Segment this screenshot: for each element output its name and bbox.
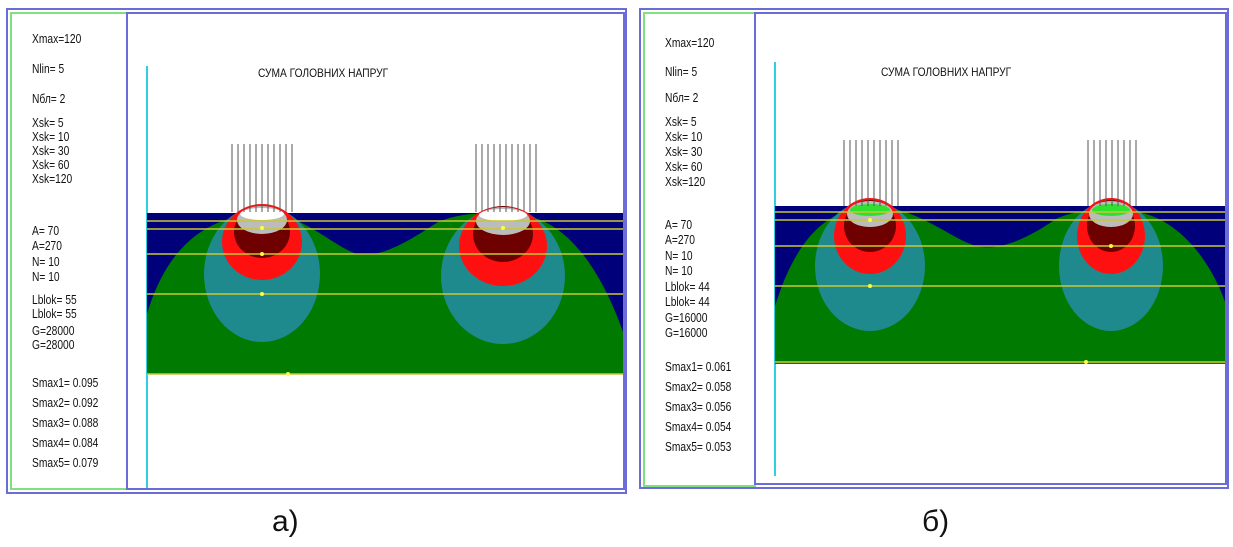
param-xsk-4: Xsk= 60 [32, 158, 70, 172]
param-g-2: G=16000 [665, 326, 708, 340]
parameters-panel-b: Xmax=120 Nlin= 5 Nбл= 2 Xsk= 5 Xsk= 10 X… [643, 12, 756, 487]
param-n-2: N= 10 [665, 264, 693, 278]
param-g-1: G=28000 [32, 324, 75, 338]
stress-field-a [146, 66, 623, 488]
stress-bulb-left [204, 204, 320, 342]
param-nbl: Nбл= 2 [665, 91, 699, 105]
load-arrows-right [475, 144, 537, 212]
param-xsk-2: Xsk= 10 [665, 130, 703, 144]
param-xsk-1: Xsk= 5 [665, 115, 697, 129]
param-smax-3: Smax3= 0.088 [32, 416, 99, 430]
param-lblok-1: Lblok= 44 [665, 280, 710, 294]
level-lines [775, 211, 1225, 363]
caption-b: б) [922, 505, 950, 538]
param-xsk-4: Xsk= 60 [665, 160, 703, 174]
plot-title-a: СУМА ГОЛОВНИХ НАПРУГ [258, 66, 389, 80]
param-xmax: Xmax=120 [32, 32, 82, 46]
param-nlin: Nlin= 5 [32, 62, 65, 76]
param-nlin: Nlin= 5 [665, 65, 698, 79]
param-xsk-1: Xsk= 5 [32, 116, 64, 130]
param-n-1: N= 10 [665, 249, 693, 263]
param-smax-2: Smax2= 0.092 [32, 396, 99, 410]
param-a-1: A= 70 [665, 218, 693, 232]
param-n-2: N= 10 [32, 270, 60, 284]
param-lblok-2: Lblok= 44 [665, 295, 710, 309]
param-smax-5: Smax5= 0.053 [665, 440, 732, 454]
param-smax-4: Smax4= 0.054 [665, 420, 732, 434]
param-xsk-3: Xsk= 30 [32, 144, 70, 158]
load-arrows-left [843, 140, 899, 206]
param-xsk-2: Xsk= 10 [32, 130, 70, 144]
load-arrows-right [1087, 140, 1137, 206]
param-smax-1: Smax1= 0.095 [32, 376, 99, 390]
param-lblok-2: Lblok= 55 [32, 307, 77, 321]
level-markers [868, 218, 1113, 364]
param-smax-5: Smax5= 0.079 [32, 456, 99, 470]
level-lines [147, 220, 623, 375]
param-xmax: Xmax=120 [665, 36, 715, 50]
param-xsk-5: Xsk=120 [32, 172, 73, 186]
param-a-2: A=270 [665, 233, 695, 247]
param-xsk-3: Xsk= 30 [665, 145, 703, 159]
panel-a: Xmax=120 Nlin= 5 Nбл= 2 Xsk= 5 Xsk= 10 X… [6, 8, 627, 494]
load-arrows-left [231, 144, 293, 212]
parameters-panel-a: Xmax=120 Nlin= 5 Nбл= 2 Xsk= 5 Xsk= 10 X… [10, 12, 128, 490]
param-smax-2: Smax2= 0.058 [665, 380, 732, 394]
param-smax-3: Smax3= 0.056 [665, 400, 732, 414]
param-smax-1: Smax1= 0.061 [665, 360, 732, 374]
plot-title-b: СУМА ГОЛОВНИХ НАПРУГ [881, 65, 1012, 79]
caption-a: а) [272, 505, 299, 538]
param-lblok-1: Lblok= 55 [32, 293, 77, 307]
param-xsk-5: Xsk=120 [665, 175, 706, 189]
plot-area-a: СУМА ГОЛОВНИХ НАПРУГ [126, 12, 625, 490]
param-n-1: N= 10 [32, 255, 60, 269]
param-a-2: A=270 [32, 239, 62, 253]
param-nbl: Nбл= 2 [32, 92, 66, 106]
panel-b: Xmax=120 Nlin= 5 Nбл= 2 Xsk= 5 Xsk= 10 X… [639, 8, 1229, 489]
stress-bulb-right [441, 206, 565, 344]
param-smax-4: Smax4= 0.084 [32, 436, 99, 450]
param-g-2: G=28000 [32, 338, 75, 352]
plot-area-b: СУМА ГОЛОВНИХ НАПРУГ [754, 12, 1227, 485]
param-g-1: G=16000 [665, 311, 708, 325]
stress-field-b [774, 62, 1225, 476]
stress-bulb-left [815, 198, 925, 331]
stress-bulb-right [1059, 198, 1163, 331]
level-markers [260, 226, 505, 376]
param-a-1: A= 70 [32, 224, 60, 238]
